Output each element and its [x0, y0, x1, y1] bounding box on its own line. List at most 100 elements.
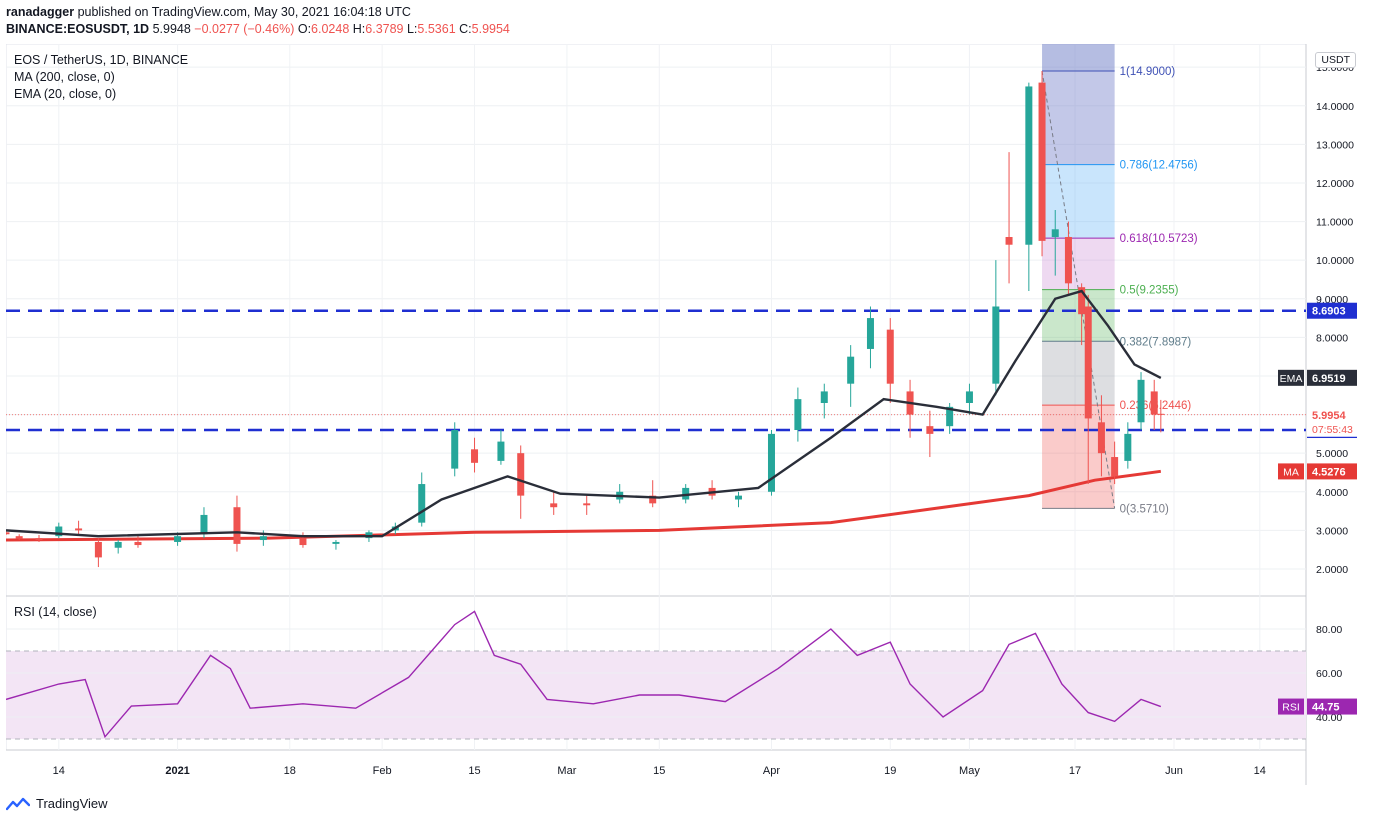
candle-body [886, 329, 894, 384]
time-tick-label: Apr [763, 765, 780, 777]
footer-brand: TradingView [36, 796, 108, 811]
time-tick-label: 15 [653, 765, 665, 777]
fib-level-label: 0.5(9.2355) [1120, 285, 1179, 297]
chart-pane[interactable]: 2.00003.00004.00005.00006.00007.00008.00… [2, 43, 1376, 785]
symbol-name[interactable]: BINANCE:EOSUSDT, 1D [6, 22, 150, 36]
candle-body [451, 430, 459, 469]
rsi-value-label: 44.75 [1312, 702, 1340, 714]
fib-level-label: 0(3.5710) [1120, 503, 1169, 515]
candle-body [1111, 457, 1119, 477]
ma-legend[interactable]: MA (200, close, 0) [14, 70, 115, 84]
high-value: 6.3789 [365, 22, 404, 36]
rsi-tick-label: 60.00 [1316, 668, 1342, 680]
last-price-label-bg [1307, 406, 1357, 437]
price-change: −0.0277 (−0.46%) [194, 22, 295, 36]
price-tick-label: 14.0000 [1316, 101, 1354, 113]
candle-body [1137, 379, 1145, 423]
publisher-name[interactable]: ranadagger [6, 5, 75, 19]
rsi-name-tag: RSI [1282, 702, 1300, 714]
low-value: 5.5361 [417, 22, 456, 36]
candle-body [418, 484, 426, 523]
rsi-name-tag-bg [1278, 698, 1304, 715]
last-price-label: 5.9954 [1312, 410, 1347, 422]
fib-zone [1042, 405, 1115, 509]
fib-zone [1042, 341, 1115, 406]
candle-body [1005, 237, 1013, 245]
tradingview-footer[interactable]: TradingView [6, 796, 108, 811]
candle-body [1150, 391, 1158, 415]
time-tick-label: Jun [1165, 765, 1183, 777]
fib-extension-zone [1042, 44, 1115, 72]
time-tick-label: 18 [284, 765, 296, 777]
fib-zone [1042, 71, 1115, 165]
candle-body [649, 495, 657, 504]
candle-body [866, 318, 874, 349]
candle-body [1038, 82, 1046, 241]
candle-body [497, 441, 505, 461]
tradingview-logo-icon [6, 797, 30, 810]
price-chart-svg[interactable]: 2.00003.00004.00005.00006.00007.00008.00… [2, 43, 1376, 785]
level-price-label: 8.6903 [1312, 306, 1346, 318]
close-label: C: [459, 22, 472, 36]
candle-body [550, 503, 558, 508]
candle-body [233, 507, 241, 544]
candle-body [2, 532, 10, 535]
high-label: H: [352, 22, 366, 36]
candle-body [820, 391, 828, 403]
time-tick-label: 14 [1254, 765, 1266, 777]
candle-body [94, 541, 102, 558]
candle-body [926, 426, 934, 434]
candle-body [847, 356, 855, 384]
candle-body [55, 526, 63, 537]
candle-body [332, 541, 340, 544]
time-tick-label: 17 [1069, 765, 1081, 777]
candle-body [992, 306, 1000, 384]
candle-body [174, 536, 182, 542]
fib-zone [1042, 164, 1115, 239]
rsi-value-label-bg [1307, 698, 1357, 715]
chart-title: EOS / TetherUS, 1D, BINANCE [14, 53, 189, 67]
ma-name-tag-bg [1278, 463, 1304, 480]
fib-trend-line [1041, 70, 1116, 509]
ema-name-tag-bg [1278, 369, 1304, 386]
candle-body [134, 541, 142, 546]
candle-body [35, 538, 43, 541]
symbol-ohlc-line: BINANCE:EOSUSDT, 1D 5.9948 −0.0277 (−0.4… [6, 22, 510, 36]
candle-body [1084, 306, 1092, 419]
close-value: 5.9954 [471, 22, 510, 36]
currency-badge[interactable]: USDT [1315, 52, 1356, 68]
candle-body [1051, 229, 1059, 238]
price-tick-label: 2.0000 [1316, 564, 1348, 576]
ema-legend[interactable]: EMA (20, close, 0) [14, 87, 117, 101]
ma-price-label-bg [1307, 463, 1357, 480]
candle-body [1124, 433, 1132, 461]
price-tick-label: 3.0000 [1316, 525, 1348, 537]
rsi-legend[interactable]: RSI (14, close) [14, 605, 97, 619]
candle-body [965, 391, 973, 403]
candle-body [682, 487, 690, 500]
open-label: O: [297, 22, 312, 36]
open-value: 6.0248 [311, 22, 350, 36]
candle-body [583, 503, 591, 506]
publish-info: published on TradingView.com, May 30, 20… [77, 5, 411, 19]
candle-body [1078, 287, 1086, 315]
rsi-tick-label: 80.00 [1316, 624, 1342, 636]
candle-body [15, 536, 23, 539]
candle-body [1064, 237, 1072, 284]
candle-body [200, 514, 208, 535]
candle-body [114, 541, 122, 548]
fib-zone [1042, 238, 1115, 290]
candle-body [1097, 422, 1105, 454]
ema20-line [5, 289, 1162, 538]
time-tick-label: Feb [373, 765, 392, 777]
price-tick-label: 10.0000 [1316, 255, 1354, 267]
ma-price-label: 4.5276 [1312, 466, 1346, 478]
time-tick-label: 2021 [165, 765, 189, 777]
ema-price-label-bg [1307, 369, 1357, 386]
price-tick-label: 5.0000 [1316, 448, 1348, 460]
price-tick-label: 12.0000 [1316, 178, 1354, 190]
price-tick-label: 4.0000 [1316, 487, 1348, 499]
price-tick-label: 13.0000 [1316, 139, 1354, 151]
rsi-line [5, 610, 1162, 739]
ma-name-tag: MA [1283, 466, 1299, 478]
